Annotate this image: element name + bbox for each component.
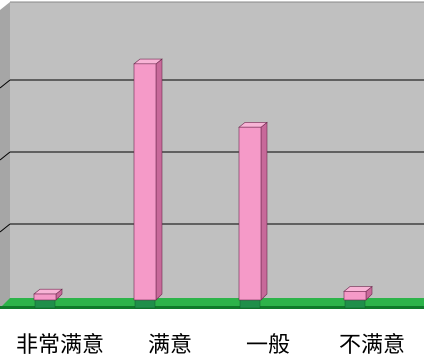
back-wall [10,2,424,300]
chart-walls [0,2,424,308]
bar [343,291,367,301]
bar-side [155,58,163,301]
bar-group [343,285,373,309]
side-wall [0,2,10,308]
bar-group [133,58,163,309]
floor-surface [0,298,424,308]
gridline-side [0,223,11,233]
floor-edge [0,306,424,309]
bar [33,293,57,301]
category-label: 满意 [148,333,192,358]
category-label: 非常满意 [16,333,104,358]
category-labels: 非常满意 满意 一般 不满意 [16,333,405,358]
bar-group [33,288,63,309]
bar-side [260,121,268,301]
gridline-side [0,79,11,89]
bar [133,63,157,301]
gridline-side [0,151,11,161]
category-label: 一般 [246,333,290,358]
gridlines [0,1,424,233]
bars [33,58,373,309]
bar [238,126,262,301]
bar-group [238,121,268,309]
chart-floor [0,298,424,309]
category-label: 不满意 [339,333,405,358]
